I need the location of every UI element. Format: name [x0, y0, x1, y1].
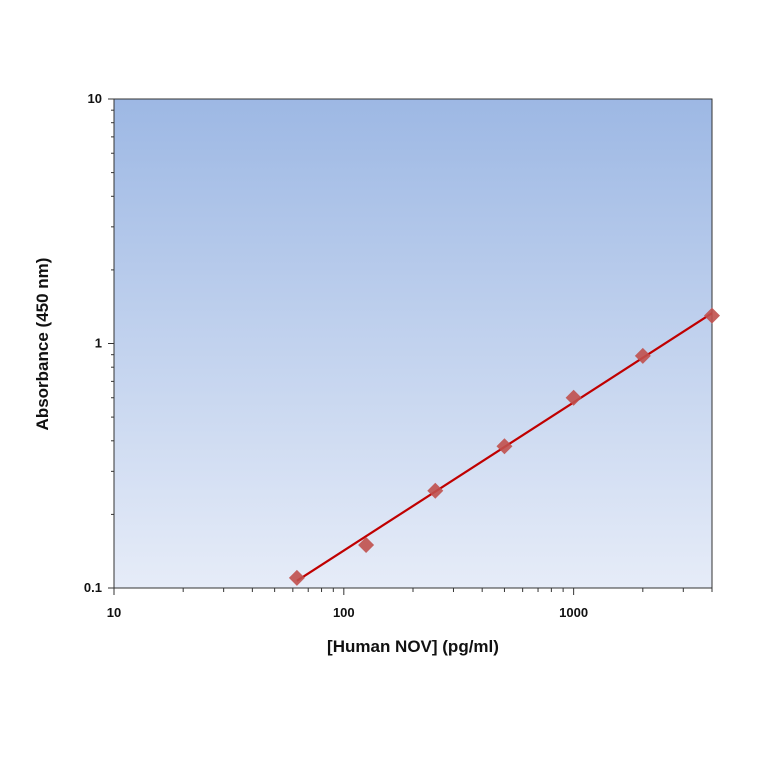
y-axis-title: Absorbance (450 nm): [33, 258, 52, 431]
data-point: [704, 307, 720, 324]
y-tick-label: 0.1: [84, 580, 102, 595]
data-point: [565, 389, 582, 406]
x-tick-label: 1000: [559, 605, 588, 620]
data-points: [288, 307, 720, 586]
x-tick-label: 10: [107, 605, 121, 620]
x-axis: 10 100 1000: [107, 588, 713, 620]
data-point: [358, 536, 375, 553]
x-axis-title: [Human NOV] (pg/ml): [327, 637, 499, 656]
y-tick-label: 1: [95, 336, 102, 351]
y-tick-label: 10: [88, 91, 102, 106]
plot-area: [113, 98, 713, 589]
data-point: [496, 438, 513, 455]
data-point: [288, 569, 305, 586]
x-tick-label: 100: [333, 605, 355, 620]
y-axis: 0.1 1 10: [84, 91, 114, 595]
data-point: [427, 482, 444, 499]
data-point: [634, 347, 651, 364]
